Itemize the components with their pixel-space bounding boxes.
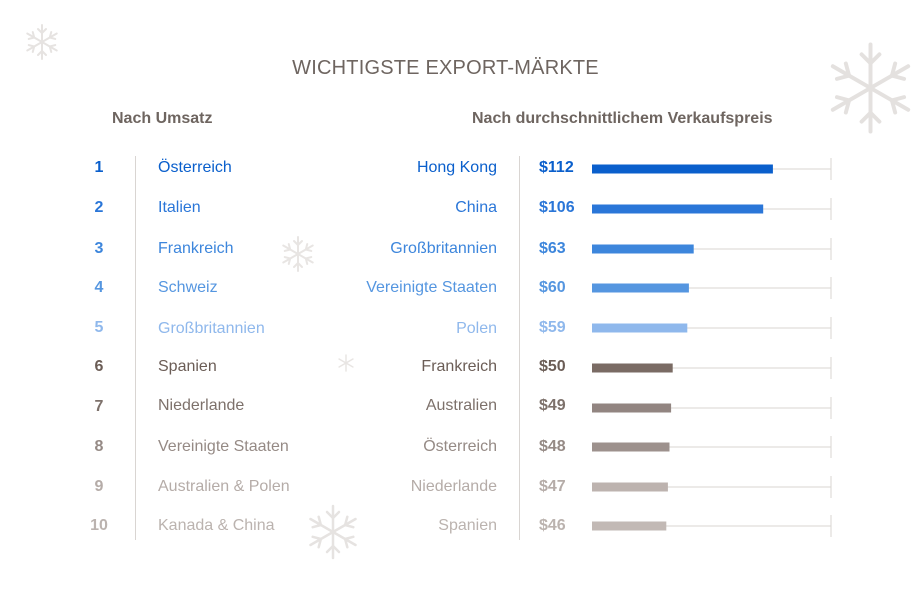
price-country-label: Australien (425, 397, 497, 414)
price-country-label: Polen (456, 320, 497, 337)
price-bar (592, 283, 689, 293)
price-value-label: $47 (539, 478, 566, 495)
revenue-country: Vereinigte Staaten (158, 438, 289, 455)
revenue-country: Kanada & China (158, 517, 275, 534)
left-heading: Nach Umsatz (112, 110, 213, 127)
price-value-label: $112 (539, 159, 574, 176)
price-bar (592, 442, 670, 452)
price-bar (592, 164, 773, 174)
price-country-label: China (455, 199, 497, 216)
rank-number: 4 (94, 279, 104, 296)
price-country-label: Spanien (438, 517, 497, 534)
price-value-label: $59 (539, 319, 566, 336)
revenue-country: Australien & Polen (158, 478, 290, 495)
price-value-label: $63 (539, 240, 566, 257)
price-value-label: $60 (539, 279, 566, 296)
price-bar (592, 244, 694, 254)
snowflake-icon (282, 236, 314, 272)
price-value-label: $50 (539, 358, 566, 375)
price-value-label: $46 (539, 517, 566, 534)
price-bar (592, 323, 688, 333)
revenue-country: Schweiz (158, 279, 218, 296)
price-country-label: Frankreich (421, 358, 497, 375)
rank-number: 3 (94, 240, 104, 257)
price-country-label: Vereinigte Staaten (366, 279, 497, 296)
rank-number: 10 (90, 517, 108, 534)
rank-number: 6 (94, 358, 104, 375)
revenue-country: Spanien (158, 358, 217, 375)
price-bar (592, 403, 672, 413)
snowflake-icon (26, 24, 58, 60)
rank-number: 9 (94, 478, 104, 495)
revenue-country: Frankreich (158, 240, 234, 257)
rank-number: 7 (94, 398, 104, 415)
rank-number: 2 (94, 199, 104, 216)
rank-number: 8 (94, 438, 104, 455)
price-bar (592, 204, 764, 214)
right-heading: Nach durchschnittlichem Verkaufspreis (472, 110, 773, 127)
price-bar (592, 521, 667, 531)
rank-number: 5 (94, 319, 104, 336)
price-country-label: Österreich (423, 438, 497, 455)
snowflake-icon (338, 354, 354, 372)
price-country-label: Niederlande (410, 478, 497, 495)
left-divider (135, 156, 136, 540)
snowflake-icon (830, 42, 911, 134)
price-value-label: $48 (539, 438, 566, 455)
revenue-country: Österreich (158, 159, 232, 176)
revenue-country: Italien (158, 199, 201, 216)
price-value-label: $106 (539, 199, 575, 216)
price-country-label: Großbritannien (390, 240, 497, 257)
revenue-country: Niederlande (158, 397, 245, 414)
center-divider (519, 156, 520, 540)
price-country-label: Hong Kong (416, 159, 497, 176)
chart-title: WICHTIGSTE EXPORT-MÄRKTE (292, 57, 599, 79)
snowflake-icon (309, 504, 357, 560)
price-bar (592, 482, 668, 492)
revenue-country: Großbritannien (158, 320, 265, 337)
price-value-label: $49 (539, 397, 566, 414)
price-bar (592, 363, 673, 373)
rank-number: 1 (94, 159, 104, 176)
